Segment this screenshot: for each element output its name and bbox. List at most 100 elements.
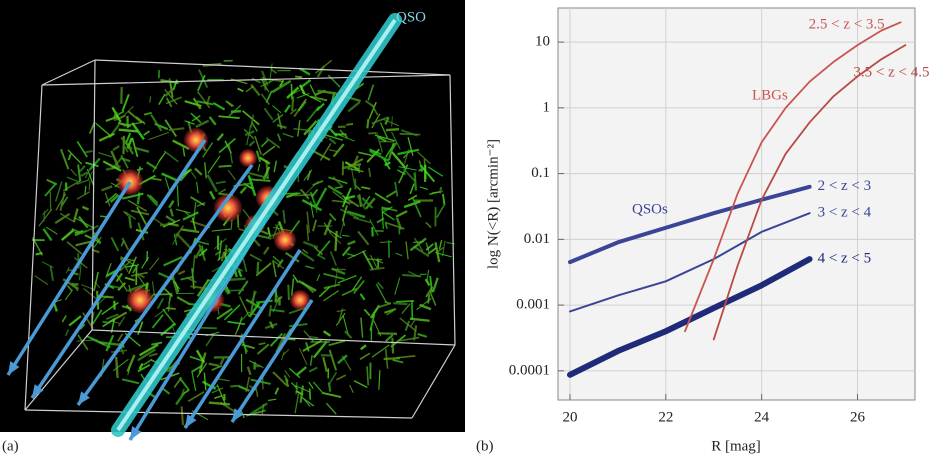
filament (195, 349, 206, 364)
filament (125, 132, 132, 143)
filament (131, 122, 145, 141)
filament (334, 132, 355, 142)
filament (427, 247, 437, 255)
filament (272, 114, 284, 123)
filament (219, 188, 227, 194)
filament (137, 364, 151, 373)
filament (384, 221, 388, 230)
filament (115, 274, 129, 292)
filament (143, 130, 150, 136)
filament (202, 142, 214, 158)
filament (310, 95, 328, 102)
filament (306, 211, 311, 233)
filament (119, 156, 131, 163)
filament (413, 237, 424, 252)
filament (348, 158, 364, 168)
filament (211, 387, 224, 394)
filament (293, 128, 312, 132)
cube-edge (41, 59, 96, 86)
filament (230, 109, 241, 113)
filament (411, 197, 422, 218)
filament (309, 84, 317, 98)
filament (297, 120, 301, 137)
filament (149, 194, 159, 204)
filament (237, 280, 249, 295)
filament (124, 211, 137, 220)
filament (197, 74, 206, 92)
filament (82, 312, 94, 330)
filament (367, 84, 375, 101)
beam-label: QSO (396, 9, 426, 25)
series-line (567, 184, 812, 265)
filament (255, 150, 262, 163)
filament (183, 389, 190, 395)
filament (192, 97, 202, 110)
galaxy (274, 229, 296, 251)
filament (120, 257, 136, 262)
filament (298, 84, 306, 95)
series-line (684, 21, 902, 333)
filament (260, 93, 270, 106)
render (6, 13, 456, 441)
filament (341, 287, 357, 297)
filament (438, 186, 443, 194)
filament (399, 317, 417, 332)
filament (209, 190, 216, 200)
filament (177, 270, 186, 276)
filament (336, 374, 347, 381)
filament (151, 341, 163, 346)
filament (203, 372, 207, 391)
filament (425, 242, 430, 253)
filament (367, 258, 383, 261)
filament (285, 251, 300, 263)
filament (403, 200, 421, 209)
filament (297, 100, 307, 112)
filament (262, 145, 276, 156)
filament (379, 241, 393, 244)
x-tick-label: 22 (658, 409, 673, 425)
filament (126, 354, 136, 373)
filament (435, 251, 452, 258)
filament (376, 281, 384, 290)
filament (165, 215, 176, 224)
filament (115, 272, 123, 283)
sightline (183, 249, 302, 429)
filament (409, 318, 417, 327)
y-tick-label: 0.01 (524, 231, 550, 247)
filament (407, 194, 418, 201)
filament (288, 367, 301, 379)
filament (429, 191, 440, 196)
filament (164, 88, 178, 105)
filament (329, 251, 338, 266)
filament (363, 308, 371, 317)
filament (391, 151, 406, 168)
filament (400, 129, 418, 137)
filament (176, 296, 190, 305)
filament (385, 127, 400, 132)
filament (138, 362, 144, 370)
filament (346, 210, 366, 219)
filament (175, 392, 185, 406)
filament (282, 348, 290, 356)
filament (385, 334, 394, 342)
filament (125, 264, 137, 268)
filament (359, 293, 366, 301)
filament (302, 339, 323, 352)
filament (121, 378, 140, 385)
filament (84, 185, 87, 196)
filament (260, 139, 269, 148)
filament (306, 170, 312, 181)
filament (84, 163, 94, 179)
filament (267, 398, 277, 402)
filament (328, 349, 338, 371)
filament (310, 201, 314, 218)
filament (247, 174, 257, 197)
filament (128, 216, 133, 229)
y-tick-label: 1 (543, 99, 551, 115)
filament (79, 323, 86, 330)
filament (391, 131, 401, 150)
filament (187, 391, 205, 403)
filament (276, 123, 287, 129)
filament (357, 230, 370, 246)
filament (38, 208, 53, 227)
